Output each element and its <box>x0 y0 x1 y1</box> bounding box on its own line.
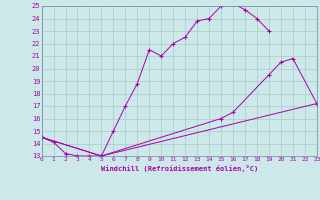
X-axis label: Windchill (Refroidissement éolien,°C): Windchill (Refroidissement éolien,°C) <box>100 165 258 172</box>
